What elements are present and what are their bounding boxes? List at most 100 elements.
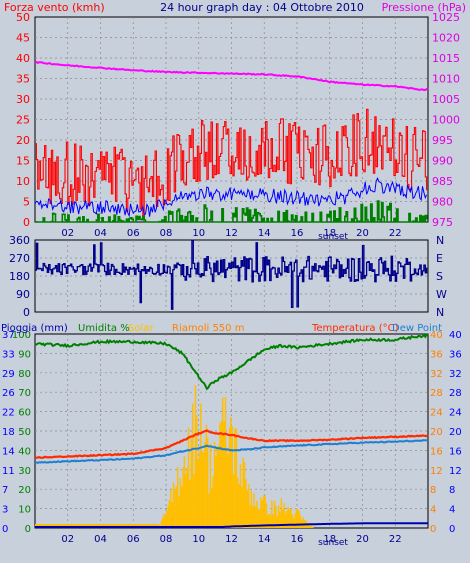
- x-tick-label: 02: [61, 534, 74, 545]
- x-tick-label: 02: [61, 228, 74, 239]
- x-tick-label: 16: [291, 228, 304, 239]
- solar-bar: [272, 514, 274, 528]
- solar-bar: [254, 506, 257, 528]
- solar-bar: [312, 526, 314, 528]
- solar-bar: [172, 482, 175, 528]
- rain-label: Pioggia (mm): [1, 323, 68, 334]
- wind-speed-label: Forza vento (kmh): [4, 1, 105, 14]
- dewpoint-tick-label: 4: [449, 505, 455, 516]
- solar-bar: [275, 506, 277, 528]
- solar-bar: [282, 508, 284, 528]
- solar-bar: [208, 493, 210, 528]
- rain-tick-label: 29: [2, 369, 15, 380]
- dewpoint-tick-label: 40: [449, 330, 462, 341]
- humidity-series: [34, 333, 429, 391]
- pressure-tick-label: 985: [432, 175, 453, 188]
- direction-tick-label: 90: [16, 288, 30, 301]
- direction-tick-label: 360: [9, 234, 30, 247]
- solar-bar: [206, 437, 209, 528]
- pressure-tick-label: 1005: [432, 93, 460, 106]
- solar-bar: [191, 403, 194, 528]
- solar-bar: [250, 490, 253, 528]
- pressure-tick-label: 1020: [432, 32, 460, 45]
- solar-bar: [241, 486, 243, 528]
- solar-bar: [163, 513, 165, 528]
- wind-direction-series: [35, 239, 428, 310]
- dewpoint-tick-label: 16: [449, 446, 462, 457]
- dewpoint-tick-label: 8: [449, 485, 455, 496]
- temperature-tick-label: 16: [430, 446, 443, 457]
- rain-tick-label: 26: [2, 388, 15, 399]
- humidity-tick-label: 70: [18, 388, 31, 399]
- solar-bar: [288, 509, 291, 528]
- panel-humidity-marks: [34, 333, 429, 528]
- x-tick-label: 12: [225, 534, 238, 545]
- solar-bar: [258, 509, 261, 528]
- pressure-label: Pressione (hPa): [382, 1, 466, 14]
- solar-bar: [174, 489, 176, 528]
- x-tick-label: 20: [356, 534, 369, 545]
- sunset-label: sunset: [318, 538, 348, 548]
- solar-bar: [246, 490, 248, 528]
- solar-bar: [204, 441, 206, 528]
- solar-bar: [161, 517, 164, 528]
- pressure-tick-label: 980: [432, 196, 453, 209]
- solar-bar: [267, 515, 269, 528]
- x-tick-label: 16: [291, 534, 304, 545]
- solar-bar: [261, 500, 263, 528]
- dewpoint-label: Dew Point: [392, 323, 442, 334]
- solar-bar: [209, 443, 212, 528]
- dewpoint-tick-label: 20: [449, 427, 462, 438]
- solar-bar: [237, 477, 239, 528]
- rain-tick-label: 22: [2, 408, 15, 419]
- solar-bar: [183, 456, 186, 528]
- rain-tick-label: 37: [2, 330, 15, 341]
- dewpoint-tick-label: 28: [449, 388, 462, 399]
- solar-bar: [215, 455, 217, 528]
- solar-bar: [287, 506, 289, 528]
- solar-bar: [290, 508, 292, 528]
- x-tick-label: 18: [323, 534, 336, 545]
- solar-bar: [269, 514, 272, 528]
- dewpoint-series: [34, 439, 429, 464]
- x-tick-label: 10: [192, 534, 205, 545]
- solar-bar: [277, 505, 280, 528]
- pressure-tick-label: 1010: [432, 73, 460, 86]
- solar-bar: [232, 474, 235, 528]
- temperature-tick-label: 28: [430, 388, 443, 399]
- wind-tick-label: 35: [16, 73, 30, 86]
- pressure-tick-label: 990: [432, 155, 453, 168]
- rain-tick-label: 14: [2, 446, 15, 457]
- solar-bar: [245, 479, 247, 528]
- solar-bar: [201, 451, 203, 528]
- solar-bar: [268, 513, 270, 528]
- x-tick-label: 08: [160, 228, 173, 239]
- temperature-label: Temperatura (°C): [311, 323, 399, 334]
- wind-average-series: [34, 177, 428, 218]
- solar-bar: [243, 462, 246, 528]
- solar-bar: [286, 511, 288, 528]
- solar-bar: [309, 525, 311, 528]
- humidity-tick-label: 80: [18, 369, 31, 380]
- wind-tick-label: 50: [16, 11, 30, 24]
- humidity-tick-label: 40: [18, 446, 31, 457]
- solar-bar: [306, 523, 309, 528]
- solar-bar: [212, 476, 214, 528]
- solar-bar: [216, 446, 218, 528]
- rain-tick-label: 7: [2, 485, 8, 496]
- x-tick-label: 04: [94, 534, 107, 545]
- solar-bar: [295, 508, 298, 528]
- x-tick-label: 06: [127, 228, 140, 239]
- solar-bar: [283, 503, 285, 528]
- pressure-tick-label: 1015: [432, 52, 460, 65]
- solar-bar: [231, 426, 233, 528]
- panel-wind-marks: [34, 60, 429, 223]
- solar-bar: [256, 500, 258, 528]
- solar-bar: [292, 518, 295, 528]
- humidity-tick-label: 90: [18, 349, 31, 360]
- dewpoint-tick-label: 36: [449, 349, 462, 360]
- solar-bar: [200, 403, 202, 528]
- solar-bar: [170, 489, 172, 528]
- solar-bar: [276, 516, 278, 528]
